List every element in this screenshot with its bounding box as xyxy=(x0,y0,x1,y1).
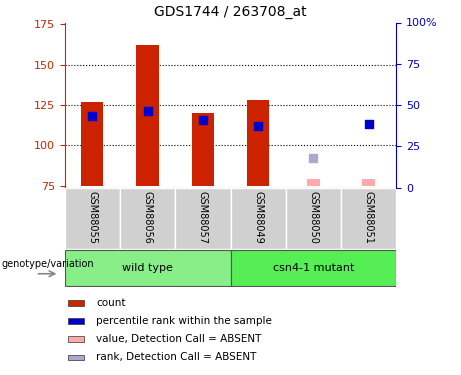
Text: csn4-1 mutant: csn4-1 mutant xyxy=(273,263,354,273)
Text: GSM88056: GSM88056 xyxy=(142,190,153,243)
Bar xyxy=(81,102,103,186)
Point xyxy=(199,117,207,123)
Point xyxy=(310,155,317,161)
Point xyxy=(365,122,372,128)
Text: GSM88057: GSM88057 xyxy=(198,190,208,244)
Bar xyxy=(247,100,269,186)
Bar xyxy=(65,250,230,286)
Point xyxy=(144,108,151,114)
Text: wild type: wild type xyxy=(122,263,173,273)
Bar xyxy=(230,250,396,286)
Bar xyxy=(307,179,320,186)
Bar xyxy=(120,188,175,249)
Text: count: count xyxy=(96,298,125,308)
Text: GSM88050: GSM88050 xyxy=(308,190,319,243)
Text: GSM88051: GSM88051 xyxy=(364,190,374,243)
Bar xyxy=(65,188,120,249)
Bar xyxy=(68,336,84,342)
Text: GSM88049: GSM88049 xyxy=(253,190,263,243)
Bar xyxy=(341,188,396,249)
Bar xyxy=(136,45,159,186)
Bar xyxy=(192,113,214,186)
Point xyxy=(254,123,262,129)
Bar xyxy=(68,300,84,306)
Point xyxy=(89,113,96,119)
Text: rank, Detection Call = ABSENT: rank, Detection Call = ABSENT xyxy=(96,352,256,363)
Bar xyxy=(68,355,84,360)
Title: GDS1744 / 263708_at: GDS1744 / 263708_at xyxy=(154,5,307,19)
Text: genotype/variation: genotype/variation xyxy=(1,259,94,269)
Text: percentile rank within the sample: percentile rank within the sample xyxy=(96,316,272,326)
Bar xyxy=(68,318,84,324)
Bar xyxy=(175,188,230,249)
Bar xyxy=(230,188,286,249)
Bar xyxy=(362,179,375,186)
Text: value, Detection Call = ABSENT: value, Detection Call = ABSENT xyxy=(96,334,261,344)
Text: GSM88055: GSM88055 xyxy=(87,190,97,244)
Bar xyxy=(286,188,341,249)
